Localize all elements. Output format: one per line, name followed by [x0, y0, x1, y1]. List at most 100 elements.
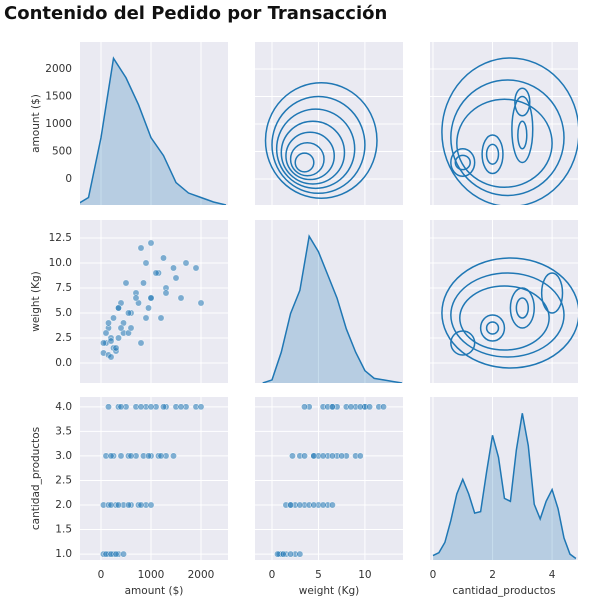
- scatter-point: [177, 294, 185, 302]
- scatter-point: [152, 269, 160, 277]
- kde-contour: [294, 152, 315, 173]
- panel-content: [262, 220, 403, 383]
- scatter-point: [319, 452, 327, 460]
- kde-contour: [285, 131, 335, 181]
- y-tick-label: 2000: [45, 63, 72, 75]
- scatter-point: [157, 452, 165, 460]
- kde-contour: [271, 95, 366, 195]
- scatter-point: [107, 337, 115, 345]
- scatter-point: [140, 279, 147, 287]
- scatter-point: [107, 353, 115, 361]
- y-tick-label: 4.0: [55, 401, 72, 413]
- y-tick-label: 2.5: [55, 474, 72, 486]
- scatter-point: [147, 501, 155, 509]
- kde-line: [262, 234, 403, 383]
- panel-content: [80, 42, 227, 205]
- scatter-point: [117, 403, 125, 411]
- kde-contour: [454, 154, 471, 171]
- kde-contour: [275, 108, 356, 190]
- kde-contour: [441, 57, 578, 205]
- scatter-point: [172, 274, 180, 282]
- x-tick-label: 10: [358, 569, 371, 581]
- kde-contour: [450, 79, 565, 197]
- scatter-point: [380, 403, 387, 411]
- y-tick-label: 3.5: [55, 425, 72, 437]
- scatter-point: [328, 452, 336, 460]
- x-tick-label: 0: [98, 569, 105, 581]
- x-tick-label: 0: [269, 569, 276, 581]
- x-axis-label: amount ($): [125, 585, 184, 597]
- kde-area: [262, 236, 403, 383]
- kde-contour: [485, 143, 500, 165]
- scatter-point: [105, 403, 112, 411]
- panel-content: [255, 42, 403, 205]
- scatter-point: [170, 452, 177, 460]
- y-tick-label: 2.0: [55, 499, 72, 511]
- scatter-point: [107, 452, 115, 460]
- kde-contour: [289, 141, 325, 177]
- kde-contour: [479, 314, 506, 342]
- y-tick-label: 12.5: [49, 232, 72, 244]
- scatter-point: [112, 550, 120, 558]
- y-tick-label: 5.0: [55, 307, 72, 319]
- scatter-point: [127, 452, 135, 460]
- scatter-point: [310, 452, 318, 460]
- scatter-point: [117, 324, 125, 332]
- scatter-point: [127, 324, 135, 332]
- scatter-point: [288, 452, 296, 460]
- scatter-point: [137, 501, 145, 509]
- kde-area: [80, 58, 226, 205]
- scatter-point: [137, 339, 145, 347]
- scatter-point: [296, 501, 304, 509]
- y-tick-label: 10.0: [49, 257, 72, 269]
- panel-content: [80, 397, 228, 560]
- y-tick-label: 500: [52, 145, 72, 157]
- scatter-point: [347, 403, 355, 411]
- scatter-point: [147, 403, 155, 411]
- kde-line: [80, 56, 227, 205]
- panel-content: [432, 397, 577, 560]
- scatter-point: [287, 550, 295, 558]
- panel: [430, 220, 578, 383]
- panel-content: [430, 220, 578, 383]
- panel: [430, 397, 578, 560]
- kde-contour: [540, 272, 564, 314]
- y-tick-label: 1000: [45, 118, 72, 130]
- panel-content: [255, 397, 403, 560]
- scatter-point: [356, 403, 364, 411]
- scatter-point: [132, 294, 140, 302]
- y-tick-label: 2.5: [55, 332, 72, 344]
- y-tick-label: 1.0: [55, 548, 72, 560]
- scatter-point: [197, 403, 205, 411]
- kde-contour: [515, 297, 530, 319]
- y-axis-label: cantidad_productos: [30, 427, 42, 530]
- scatter-point: [328, 403, 336, 411]
- scatter-point: [192, 264, 200, 272]
- kde-contour: [450, 147, 476, 177]
- kde-contour: [456, 98, 553, 188]
- scatter-point: [115, 501, 122, 509]
- scatter-point: [366, 403, 374, 411]
- x-tick-label: 4: [549, 569, 556, 581]
- scatter-point: [177, 403, 185, 411]
- kde-contour: [517, 120, 528, 150]
- kde-contour: [481, 134, 504, 175]
- kde-contour: [450, 272, 565, 358]
- chart-title: Contenido del Pedido por Transacción: [4, 3, 387, 24]
- kde-contour: [514, 87, 531, 117]
- x-tick-label: 5: [315, 569, 322, 581]
- y-tick-label: 0.0: [55, 357, 72, 369]
- scatter-point: [137, 403, 145, 411]
- scatter-point: [100, 339, 107, 347]
- x-tick-label: 0: [430, 569, 437, 581]
- x-axis-label: cantidad_productos: [452, 585, 555, 597]
- scatter-point: [356, 452, 364, 460]
- x-tick-label: 2000: [188, 569, 215, 581]
- scatter-point: [310, 501, 318, 509]
- scatter-point: [197, 299, 205, 307]
- y-tick-label: 3.0: [55, 450, 72, 462]
- scatter-point: [137, 244, 145, 252]
- scatter-point: [145, 304, 152, 312]
